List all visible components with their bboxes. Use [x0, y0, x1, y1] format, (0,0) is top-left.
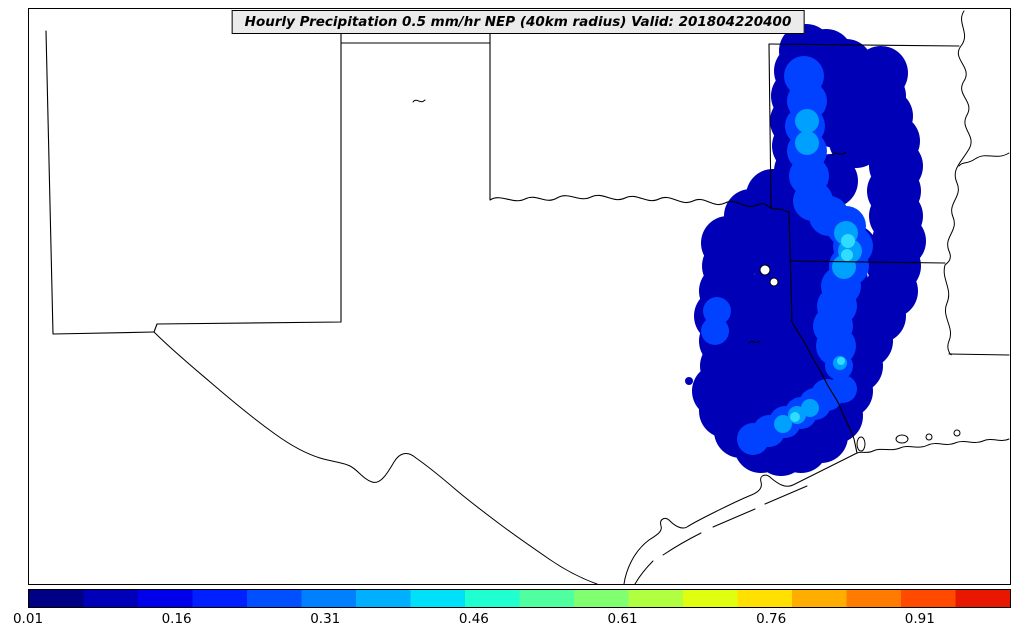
colorbar — [28, 589, 1011, 608]
precip-contour-level-4 — [790, 234, 855, 422]
coastal-lake-2 — [953, 429, 961, 437]
isolated-precip-speck — [685, 377, 693, 385]
river-squiggle-arkansas — [831, 151, 847, 156]
arkansas-west-border — [768, 43, 772, 208]
sabine-lake — [856, 436, 866, 452]
missouri-arkansas-border — [768, 43, 960, 47]
colorbar-tick: 0.46 — [458, 611, 489, 627]
state-boundaries — [45, 10, 1010, 584]
barrier-island-4 — [634, 560, 654, 584]
small-lake-2 — [769, 277, 779, 287]
new-mexico-west-and-mexico-border — [45, 30, 155, 335]
map-frame — [28, 8, 1011, 585]
barrier-island-1 — [764, 485, 808, 505]
texas-panhandle-and-red-river — [340, 42, 790, 213]
rio-grande — [153, 331, 598, 584]
arkansas-louisiana-border — [789, 260, 946, 264]
texas-new-mexico-border — [153, 10, 342, 333]
lakes — [759, 264, 961, 452]
small-lake-1 — [759, 264, 771, 276]
colorbar-tick: 0.76 — [756, 611, 787, 627]
colorbar-tick: 0.31 — [310, 611, 341, 627]
river-squiggle-panhandle — [412, 99, 426, 103]
barrier-island-2 — [712, 508, 756, 528]
texas-east-border-and-sabine-river — [788, 211, 858, 454]
arkansas-river — [958, 152, 1010, 167]
coastal-lake-1 — [925, 433, 933, 441]
barrier-island-3 — [662, 532, 702, 556]
colorbar-tick-labels: 0.01 0.16 0.31 0.46 0.61 0.76 0.91 — [13, 611, 1009, 629]
map-canvas — [45, 10, 1010, 584]
gulf-coastline — [623, 438, 1010, 584]
colorbar-tick: 0.01 — [12, 611, 44, 627]
colorbar-tick: 0.16 — [161, 611, 192, 627]
calcasieu-lake — [895, 434, 909, 444]
colorbar-gradient — [29, 590, 1010, 607]
colorbar-tick: 0.61 — [607, 611, 638, 627]
louisiana-mississippi-border — [948, 353, 1010, 356]
colorbar-tick: 0.91 — [904, 611, 935, 627]
mississippi-river — [943, 10, 972, 356]
map-title: Hourly Precipitation 0.5 mm/hr NEP (40km… — [231, 10, 805, 34]
river-squiggle-east-texas — [748, 340, 761, 344]
